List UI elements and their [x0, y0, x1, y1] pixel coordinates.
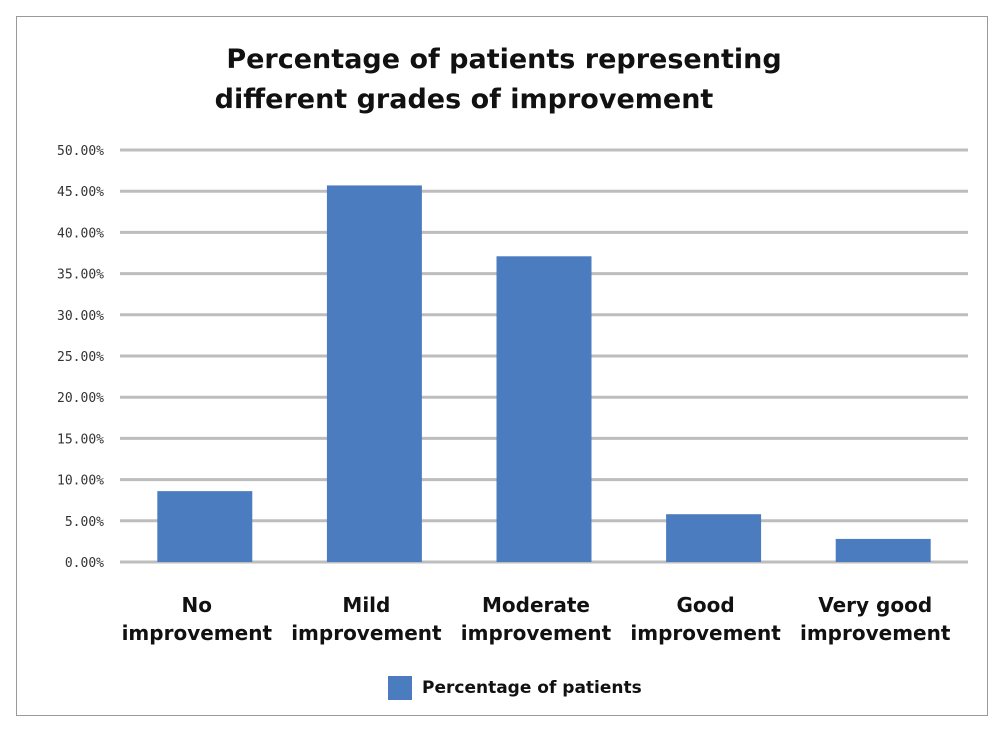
x-tick-label: Good improvement [630, 593, 781, 645]
y-tick-label: 20.00% [57, 391, 104, 406]
y-axis: 0.00% 5.00% 10.00% 15.00% 20.00% 25.00% 30.00%… [57, 144, 104, 571]
legend-swatch [388, 676, 412, 700]
x-tick-label-line: No [182, 593, 212, 617]
x-tick-label-line: improvement [800, 621, 951, 645]
x-tick-label: Mild improvement [291, 593, 442, 645]
y-tick-label: 10.00% [57, 474, 104, 489]
y-tick-label: 50.00% [57, 144, 104, 159]
bar [157, 491, 253, 562]
x-tick-label-line: improvement [291, 621, 442, 645]
x-tick-label-line: Moderate [482, 593, 590, 617]
y-tick-label: 15.00% [57, 432, 104, 447]
x-tick-label-line: Mild [342, 593, 390, 617]
bar [835, 538, 931, 562]
legend: Percentage of patients [388, 674, 642, 702]
y-tick-label: 25.00% [57, 350, 104, 365]
x-tick-label: Moderate improvement [461, 593, 612, 645]
bar [496, 256, 592, 562]
bars [157, 185, 931, 562]
x-tick-label: No improvement [122, 593, 273, 645]
chart-title: Percentage of patients representing diff… [0, 40, 1008, 120]
x-tick-label-line: improvement [461, 621, 612, 645]
x-tick-label-line: improvement [122, 621, 273, 645]
y-tick-label: 35.00% [57, 268, 104, 283]
x-axis: No improvement Mild improvement Moderate impr… [122, 593, 951, 645]
legend-label: Percentage of patients [422, 678, 642, 698]
x-tick-label-line: improvement [630, 621, 781, 645]
x-tick-label-line: Very good [818, 593, 932, 617]
y-tick-label: 0.00% [65, 556, 104, 571]
chart-title-line-2: different grades of improvement [214, 84, 714, 115]
bar [326, 185, 422, 562]
chart-title-line-1: Percentage of patients representing [226, 44, 782, 75]
y-tick-label: 45.00% [57, 185, 104, 200]
x-tick-label-line: Good [676, 593, 734, 617]
y-tick-label: 40.00% [57, 226, 104, 241]
y-tick-label: 30.00% [57, 309, 104, 324]
x-tick-label: Very good improvement [800, 593, 951, 645]
bar [666, 514, 762, 562]
y-tick-label: 5.00% [65, 515, 104, 530]
